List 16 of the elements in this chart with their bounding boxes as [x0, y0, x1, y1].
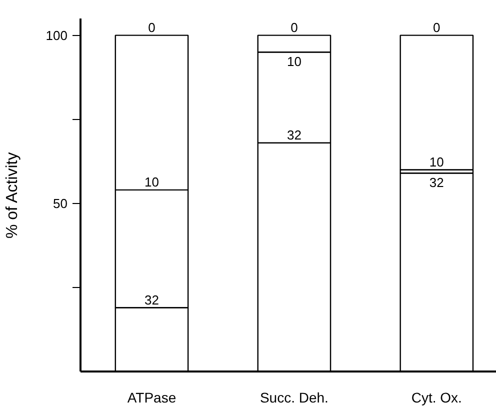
text: 32 [429, 175, 444, 190]
text: 0 [290, 20, 298, 35]
bar [400, 34, 474, 170]
series-label: 0 [148, 20, 156, 35]
x-tick-label: Succ. Deh. [260, 390, 328, 406]
text: 32 [144, 292, 159, 308]
series-label: 32 [286, 128, 302, 143]
text: 10 [286, 54, 302, 70]
text: 10 [144, 174, 159, 190]
series-label: 10 [429, 154, 444, 170]
y-tick-label: 50 [53, 196, 68, 211]
text: 0 [433, 20, 440, 35]
y-tick-label: 100 [46, 28, 68, 43]
x-tick-label: Cyt. Ox. [411, 390, 462, 406]
y-axis-title: % of Activity [4, 152, 21, 239]
x-tick-label: ATPase [127, 390, 176, 406]
